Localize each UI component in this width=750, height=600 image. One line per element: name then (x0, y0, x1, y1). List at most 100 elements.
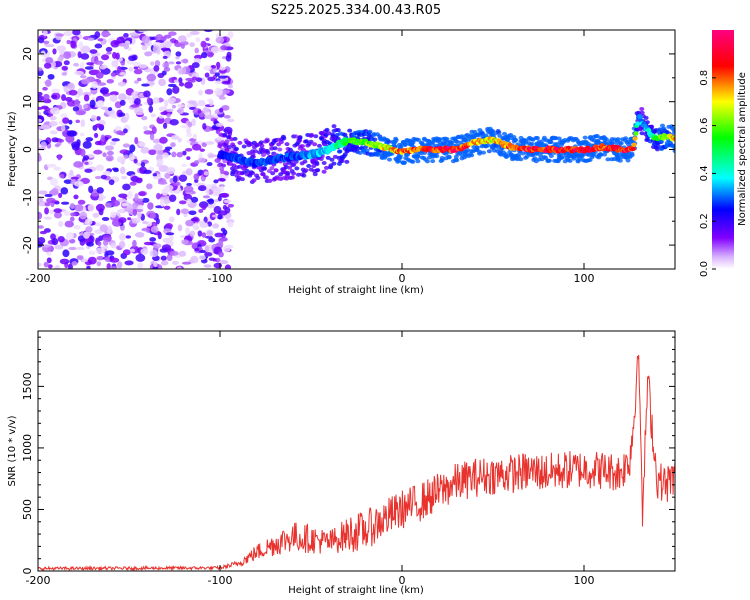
ridge-halo (293, 134, 299, 139)
noise-speck (218, 240, 224, 248)
noise-speck (223, 126, 233, 134)
noise-speck (100, 134, 106, 143)
ridge-halo (567, 158, 573, 163)
noise-speck (204, 112, 211, 116)
ridge-halo (324, 127, 330, 132)
noise-speck (128, 55, 137, 62)
ridge-halo (312, 172, 318, 177)
noise-speck (57, 235, 65, 243)
noise-speck (179, 235, 186, 239)
noise-speck (135, 232, 145, 238)
noise-speck (128, 153, 135, 161)
noise-speck (96, 255, 105, 261)
noise-speck (38, 262, 42, 268)
noise-speck (153, 65, 160, 72)
noise-speck (59, 173, 65, 179)
noise-speck (214, 158, 221, 163)
noise-speck (63, 85, 69, 93)
noise-speck (149, 249, 159, 258)
noise-speck (69, 169, 74, 176)
noise-speck (191, 143, 202, 151)
noise-speck (218, 96, 226, 100)
noise-speck (198, 208, 204, 213)
ridge-halo (393, 138, 399, 143)
y-tick-label: 1000 (21, 434, 34, 462)
noise-speck (93, 132, 99, 139)
noise-speck (195, 37, 201, 43)
noise-speck (49, 115, 57, 121)
ridge-halo (258, 140, 264, 145)
noise-speck (206, 230, 213, 237)
noise-speck (175, 56, 180, 60)
noise-speck (118, 112, 126, 117)
noise-speck (158, 78, 166, 87)
noise-speck (159, 199, 165, 207)
noise-speck (213, 262, 223, 269)
noise-speck (204, 72, 210, 78)
noise-speck (51, 238, 59, 246)
noise-speck (76, 255, 84, 260)
noise-speck (188, 210, 197, 216)
ridge-halo (410, 159, 416, 164)
ridge-halo (261, 152, 267, 157)
noise-speck (125, 112, 130, 121)
noise-speck (163, 205, 171, 210)
noise-speck (43, 40, 50, 45)
noise-speck (202, 123, 207, 130)
x-tick-label: -100 (208, 574, 233, 587)
noise-speck (167, 83, 177, 88)
noise-speck (50, 107, 61, 115)
noise-speck (123, 32, 129, 38)
noise-speck (143, 169, 152, 174)
ridge-halo (335, 128, 341, 133)
noise-speck (98, 197, 104, 202)
noise-speck (131, 90, 141, 99)
ridge-halo (303, 139, 309, 144)
noise-speck (50, 188, 59, 196)
noise-speck (119, 149, 130, 155)
noise-speck (94, 175, 102, 180)
noise-speck (47, 73, 55, 80)
colorbar-tick-label: 0.4 (699, 165, 710, 181)
noise-speck (103, 170, 112, 176)
ridge-halo (284, 176, 290, 181)
noise-speck (178, 174, 188, 182)
snr-frame (37, 330, 676, 572)
noise-speck (219, 185, 225, 192)
noise-speck (53, 211, 62, 219)
noise-speck (110, 266, 118, 269)
noise-speck (94, 140, 102, 146)
noise-speck (193, 173, 200, 181)
noise-speck (60, 187, 69, 195)
noise-speck (221, 80, 231, 85)
noise-speck (86, 241, 94, 247)
noise-speck (62, 249, 70, 258)
ridge-halo (232, 136, 238, 141)
noise-speck (45, 43, 55, 48)
ridge-halo (222, 132, 228, 137)
noise-speck (99, 224, 108, 232)
colorbar-tick-label: 0.6 (699, 118, 710, 134)
ridge-halo (308, 139, 314, 144)
noise-speck (100, 174, 107, 180)
noise-speck (72, 106, 80, 112)
ridge-halo (496, 130, 502, 135)
noise-speck (82, 91, 92, 97)
noise-speck (177, 137, 182, 143)
noise-speck (113, 168, 119, 173)
noise-speck (106, 263, 111, 269)
noise-speck (51, 88, 60, 94)
noise-speck (45, 57, 54, 64)
ridge-halo (308, 133, 314, 138)
noise-speck (109, 91, 119, 96)
ridge-halo (226, 144, 232, 149)
noise-speck (50, 178, 59, 186)
noise-speck (111, 138, 120, 142)
noise-speck (38, 211, 43, 220)
noise-speck (198, 255, 206, 261)
ridge-halo (602, 152, 608, 157)
noise-speck (110, 72, 117, 77)
ridge-halo (250, 154, 256, 159)
ridge-halo (325, 155, 331, 160)
noise-speck (51, 94, 58, 99)
